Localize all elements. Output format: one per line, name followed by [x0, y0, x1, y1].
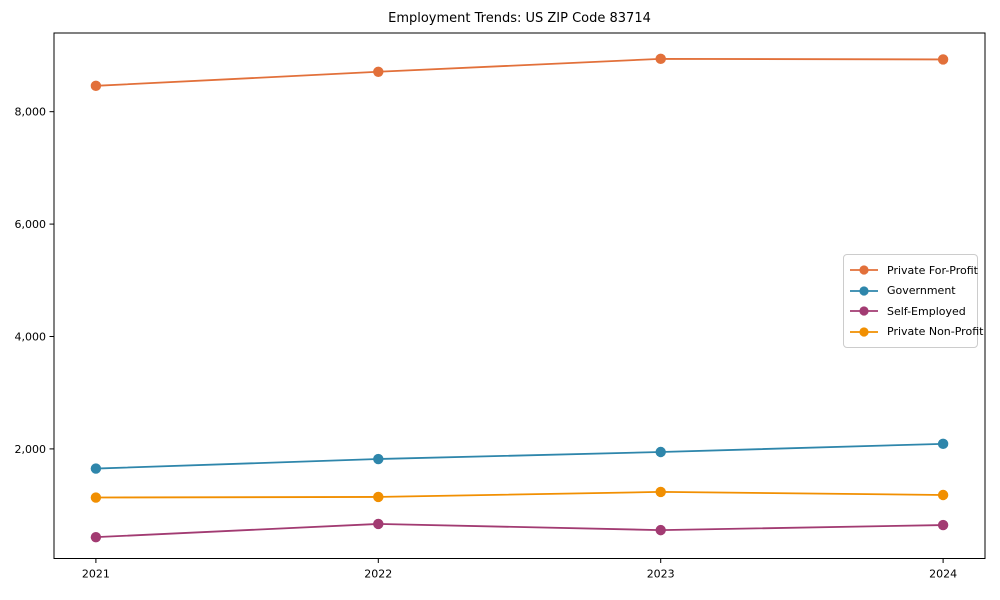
- legend-item: Government: [849, 281, 969, 302]
- y-tick-label: 2,000: [15, 443, 47, 456]
- legend-line-marker-icon: [850, 265, 878, 275]
- legend-line-marker-icon: [850, 306, 878, 316]
- data-point-marker: [90, 80, 102, 92]
- data-point-marker: [373, 66, 384, 77]
- legend-item: Private For-Profit: [849, 260, 978, 281]
- data-point-marker: [655, 486, 666, 498]
- data-point-marker: [90, 492, 102, 503]
- data-point-marker: [373, 518, 384, 530]
- legend-item: Self-Employed: [849, 301, 969, 322]
- data-point-marker: [655, 53, 666, 65]
- legend-label: Private For-Profit: [887, 263, 978, 277]
- data-point-marker: [937, 489, 949, 501]
- chart-title: Employment Trends: US ZIP Code 83714: [388, 11, 651, 26]
- legend-item: Private Non-Profit: [849, 322, 983, 343]
- data-point-marker: [90, 463, 102, 474]
- legend-label: Self-Employed: [887, 304, 966, 318]
- legend-line-marker-icon: [850, 327, 878, 337]
- x-tick-label: 2021: [82, 568, 110, 581]
- x-tick-label: 2023: [647, 568, 675, 581]
- data-point-marker: [373, 453, 384, 465]
- series-line-government: [95, 442, 944, 470]
- data-point-marker: [655, 446, 666, 458]
- data-point-marker: [937, 519, 949, 531]
- data-point-marker: [937, 438, 949, 450]
- data-point-marker: [655, 524, 666, 536]
- legend-label: Private Non-Profit: [887, 325, 984, 339]
- series-line-private-for-profit: [95, 57, 944, 87]
- y-tick-label: 4,000: [15, 330, 47, 343]
- y-tick-label: 8,000: [15, 106, 47, 119]
- data-point-marker: [90, 531, 102, 543]
- legend-line-marker-icon: [850, 286, 878, 296]
- series-line-self-employed: [95, 523, 944, 539]
- data-point-marker: [937, 54, 949, 65]
- legend: Private For-Profit Government Self-Employe…: [843, 254, 983, 348]
- data-point-marker: [373, 491, 384, 503]
- axes-spines: [53, 32, 986, 559]
- x-tick-label: 2024: [929, 568, 957, 581]
- legend-label: Government: [887, 284, 956, 298]
- x-tick-label: 2022: [364, 568, 392, 581]
- series-line-private-non-profit: [95, 490, 944, 499]
- y-tick-label: 6,000: [15, 218, 47, 231]
